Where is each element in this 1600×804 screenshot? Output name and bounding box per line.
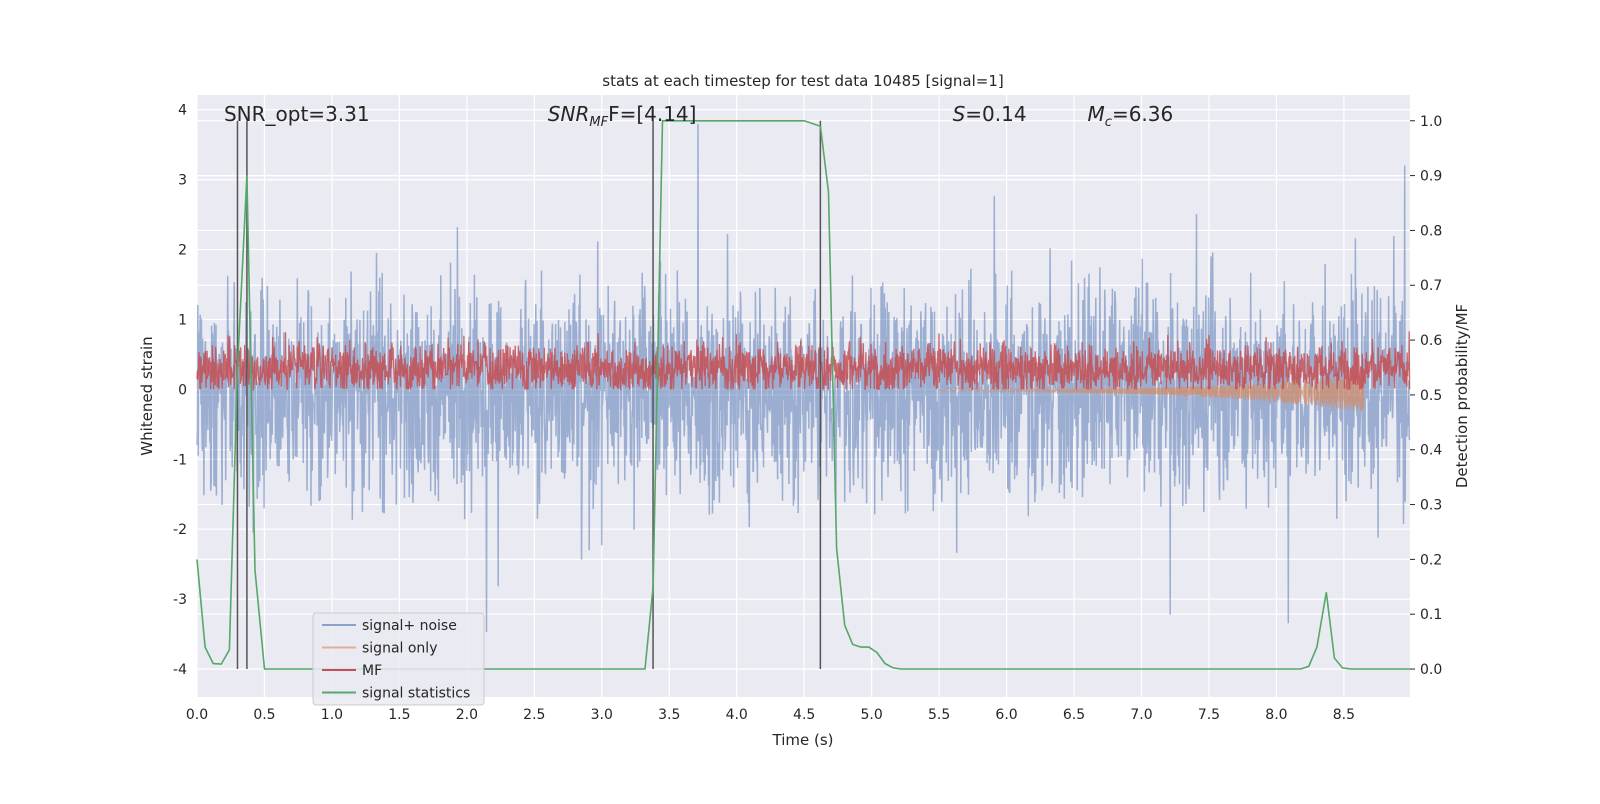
- x-tick-label: 0.0: [186, 707, 208, 723]
- y2-tick-label: 0.4: [1420, 443, 1442, 459]
- x-tick-label: 6.5: [1063, 707, 1085, 723]
- annotation-subscript: c: [1105, 115, 1112, 130]
- x-tick-label: 3.5: [658, 707, 680, 723]
- y-tick-label: -1: [173, 452, 187, 468]
- x-tick-label: 1.5: [388, 707, 410, 723]
- x-tick-label: 3.0: [591, 707, 613, 723]
- y2-tick-label: 0.7: [1420, 278, 1442, 294]
- y-tick-label: -3: [173, 592, 187, 608]
- y-tick-label: 2: [178, 243, 187, 259]
- y-axis-label: Whitened strain: [138, 336, 156, 455]
- annotation-main: M: [1088, 102, 1105, 126]
- annotation: SNR_opt=3.31: [224, 102, 370, 126]
- annotation: Mc=6.36: [1088, 102, 1174, 130]
- y2-tick-label: 0.1: [1420, 607, 1442, 623]
- annotation-main: SNR: [548, 102, 590, 126]
- legend: signal+ noise signal only MF signal statist…: [313, 613, 484, 705]
- x-tick-label: 4.5: [793, 707, 815, 723]
- y-tick-label: 1: [178, 312, 187, 328]
- annotation-main: S: [953, 102, 966, 126]
- x-tick-label: 1.0: [321, 707, 343, 723]
- y-tick-label: -4: [173, 662, 187, 678]
- y2-tick-label: 1.0: [1420, 114, 1442, 130]
- x-tick-label: 7.5: [1198, 707, 1220, 723]
- y-tick-label: -2: [173, 522, 187, 538]
- annotation-main: SNR_opt=3.31: [224, 102, 370, 126]
- x-tick-label: 2.5: [523, 707, 545, 723]
- y-tick-label: 3: [178, 173, 187, 189]
- y2-tick-label: 0.9: [1420, 169, 1442, 185]
- y-tick-label: 4: [178, 103, 187, 119]
- x-axis-label: Time (s): [772, 731, 834, 749]
- y2-tick-label: 0.2: [1420, 552, 1442, 568]
- y2-tick-label: 0.6: [1420, 333, 1442, 349]
- x-tick-label: 2.0: [456, 707, 478, 723]
- annotation-value: =0.14: [965, 102, 1026, 126]
- annotation-value: F=[4.14]: [608, 102, 696, 126]
- legend-label: signal statistics: [362, 686, 470, 702]
- x-tick-label: 7.0: [1130, 707, 1152, 723]
- annotation: S=0.14: [953, 102, 1027, 126]
- annotation: SNRMFF=[4.14]: [548, 102, 697, 130]
- y2-tick-label: 0.8: [1420, 223, 1442, 239]
- annotation-value: =6.36: [1112, 102, 1173, 126]
- x-tick-label: 8.0: [1265, 707, 1287, 723]
- legend-label: MF: [362, 663, 382, 679]
- x-tick-label: 5.5: [928, 707, 950, 723]
- y2-tick-label: 0.0: [1420, 662, 1442, 678]
- legend-label: signal+ noise: [362, 618, 457, 634]
- y2-tick-label: 0.3: [1420, 498, 1442, 514]
- y2-axis-label: Detection probability/MF: [1453, 304, 1471, 488]
- y-tick-label: 0: [178, 382, 187, 398]
- x-tick-label: 5.0: [861, 707, 883, 723]
- annotation-subscript: MF: [589, 115, 608, 130]
- y2-tick-label: 0.5: [1420, 388, 1442, 404]
- x-tick-label: 0.5: [253, 707, 275, 723]
- chart-title: stats at each timestep for test data 104…: [602, 72, 1003, 90]
- legend-label: signal only: [362, 641, 437, 657]
- x-tick-label: 4.0: [726, 707, 748, 723]
- x-tick-label: 6.0: [995, 707, 1017, 723]
- x-tick-label: 8.5: [1333, 707, 1355, 723]
